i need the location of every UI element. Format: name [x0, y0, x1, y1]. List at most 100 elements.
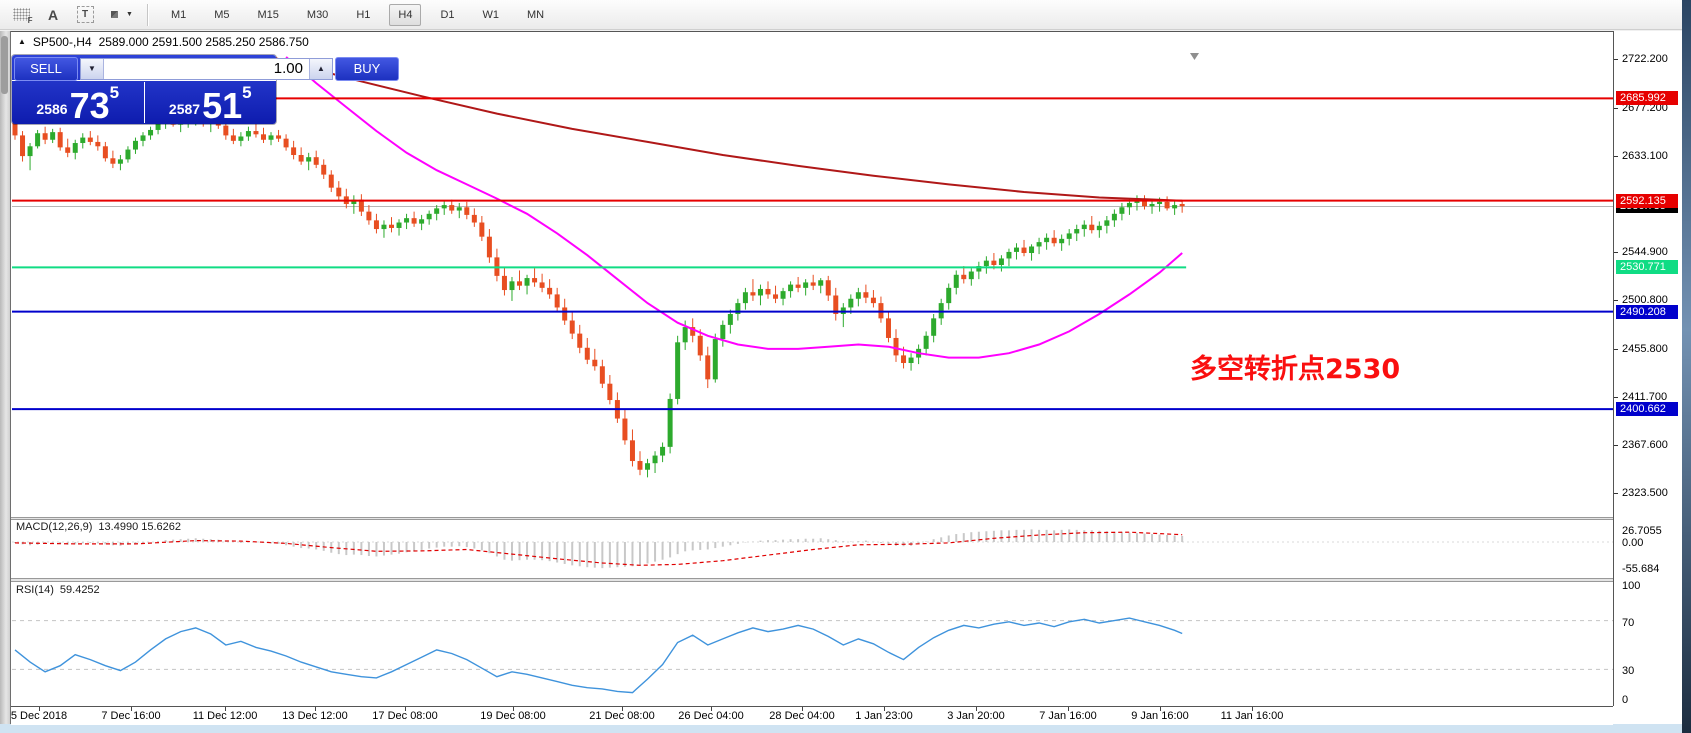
chevron-down-icon: ▼: [126, 11, 133, 18]
candle-body: [923, 335, 929, 349]
tab-timeframe-m5[interactable]: M5: [214, 8, 230, 21]
cursor-arrows-icon[interactable]: ▼: [103, 3, 133, 26]
candle-body: [690, 327, 696, 336]
candle-body: [456, 207, 462, 211]
tab-timeframe-m15[interactable]: M15: [257, 8, 279, 21]
text-label-icon[interactable]: T: [74, 4, 96, 26]
candlestick-plot[interactable]: [12, 51, 1613, 522]
grid-f-glyph: F: [27, 16, 33, 25]
candle-body: [27, 146, 33, 157]
candle-body: [697, 335, 703, 356]
tab-timeframe-w1[interactable]: W1: [482, 8, 500, 21]
chart-symbol: SP500-,H4: [32, 34, 92, 49]
candle-body: [712, 339, 718, 380]
candle-body: [313, 157, 319, 165]
candle-body: [629, 440, 635, 462]
time-axis[interactable]: 5 Dec 2018 7 Dec 16:00 11 Dec 12:00 13 Dec …: [11, 706, 1613, 725]
sell-price-big: 73: [69, 85, 110, 126]
time-axis-label: 13 Dec 12:00: [282, 710, 348, 722]
candle-body: [1149, 204, 1155, 207]
letter-a-icon[interactable]: A: [47, 6, 59, 23]
candle-body: [652, 455, 658, 464]
price-tick-label: 2411.700: [1622, 391, 1668, 404]
price-tickmark: [1614, 300, 1618, 302]
sell-quote[interactable]: 2586 73 5: [12, 81, 144, 124]
candle-body: [1119, 207, 1125, 214]
candle-body: [245, 131, 251, 137]
left-scroll-strip[interactable]: [0, 31, 10, 724]
time-axis-label: 21 Dec 08:00: [589, 710, 655, 722]
candle-body: [396, 222, 402, 228]
tab-timeframe-h1[interactable]: H1: [356, 8, 371, 21]
volume-increase-button[interactable]: ▲: [309, 58, 332, 79]
scroll-handle[interactable]: [1, 36, 8, 94]
macd-canvas: [12, 529, 1613, 569]
volume-decrease-button[interactable]: ▼: [81, 58, 104, 79]
macd-signal-line: [14, 531, 1183, 566]
macd-axis-label: -55.684: [1622, 562, 1660, 575]
time-tickmark: [802, 707, 803, 711]
rsi-plot[interactable]: [12, 582, 1613, 711]
macd-values: 13.4990 15.6262: [98, 521, 182, 533]
candle-body: [901, 355, 907, 364]
candle-body: [65, 147, 71, 153]
macd-plot[interactable]: [12, 520, 1613, 583]
time-tickmark: [405, 707, 406, 711]
time-axis-label: 17 Dec 08:00: [372, 710, 438, 722]
price-level-badge: 2530.771: [1616, 260, 1678, 275]
candle-body: [645, 463, 651, 470]
time-axis-label: 11 Jan 16:00: [1220, 710, 1284, 722]
candle-body: [622, 418, 628, 441]
candle-body: [833, 295, 839, 315]
candle-body: [1074, 229, 1080, 234]
candle-body: [283, 138, 289, 148]
candle-body: [1029, 246, 1035, 254]
candle-body: [599, 366, 605, 384]
candle-body: [20, 135, 26, 157]
ma-slow-line: [270, 56, 1183, 202]
candle-body: [524, 278, 530, 286]
time-tickmark: [976, 707, 977, 711]
buy-button[interactable]: BUY: [335, 56, 399, 81]
tab-timeframe-m30[interactable]: M30: [306, 8, 329, 21]
tab-timeframe-m1[interactable]: M1: [170, 8, 187, 21]
time-tickmark: [225, 707, 226, 711]
ma-fast-line: [285, 56, 1183, 359]
panel-splitter[interactable]: [11, 578, 1613, 582]
chart-ohlc: 2589.000 2591.500 2585.250 2586.750: [98, 34, 309, 49]
time-axis-label: 26 Dec 04:00: [678, 710, 744, 722]
tab-timeframe-h4[interactable]: H4: [389, 3, 422, 26]
price-tickmark: [1614, 493, 1618, 495]
panel-splitter[interactable]: [11, 517, 1613, 520]
candle-body: [991, 260, 997, 265]
chart-shift-marker-icon[interactable]: [1190, 53, 1199, 60]
toolbar: F A T ▼ M1 M5 M15 M30 H1 H4 D1 W1 MN: [0, 0, 1682, 30]
candle-body: [50, 132, 56, 140]
buy-quote[interactable]: 2587 51 5: [145, 81, 277, 124]
trade-panel-quotes: 2586 73 5 2587 51 5: [12, 81, 276, 124]
candle-body: [434, 208, 440, 214]
time-tickmark: [1068, 707, 1069, 711]
volume-input[interactable]: [104, 58, 309, 79]
candle-body: [818, 280, 824, 286]
candle-body: [908, 357, 914, 364]
time-axis-label: 5 Dec 2018: [10, 710, 68, 722]
price-axis[interactable]: 2722.200 2677.200 2633.100 2544.900 2500.800…: [1614, 31, 1683, 706]
sell-button[interactable]: SELL: [14, 56, 78, 81]
rsi-label: RSI(14) 59.4252: [16, 584, 100, 596]
price-tick-label: 2633.100: [1622, 149, 1668, 162]
candle-body: [1134, 200, 1140, 203]
price-tickmark: [1614, 397, 1618, 399]
time-tickmark: [315, 707, 316, 711]
time-axis-label: 28 Dec 04:00: [769, 710, 835, 722]
tab-timeframe-mn[interactable]: MN: [527, 8, 545, 21]
grid-f-icon[interactable]: F: [10, 4, 33, 26]
tab-timeframe-d1[interactable]: D1: [440, 8, 455, 21]
candle-body: [230, 135, 236, 141]
rsi-canvas: [12, 617, 1613, 694]
candle-body: [223, 125, 229, 136]
price-tick-label: 2323.500: [1622, 487, 1668, 500]
candle-body: [1081, 224, 1087, 230]
candle-body: [140, 135, 146, 141]
